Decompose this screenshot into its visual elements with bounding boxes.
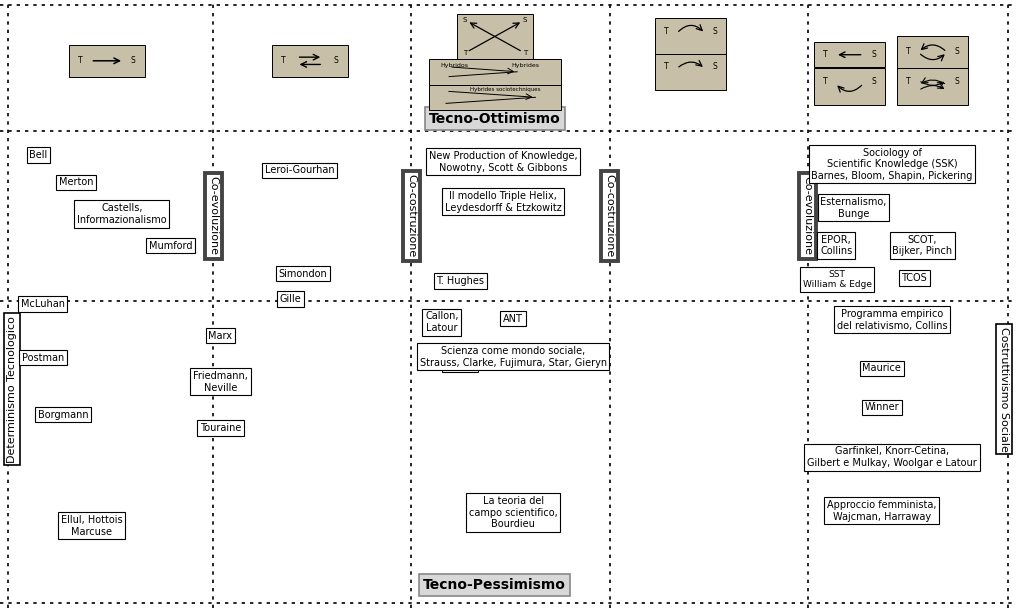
Text: Borgmann: Borgmann <box>38 410 88 420</box>
Text: Tecno-Pessimismo: Tecno-Pessimismo <box>424 578 566 592</box>
Text: Mumford: Mumford <box>149 241 192 250</box>
Text: Scienza come mondo sociale,
Strauss, Clarke, Fujimura, Star, Gieryn: Scienza come mondo sociale, Strauss, Cla… <box>420 346 607 368</box>
FancyBboxPatch shape <box>897 68 968 105</box>
Text: Merton: Merton <box>59 178 93 187</box>
Text: SST
William & Edge: SST William & Edge <box>803 270 872 289</box>
Text: Programma empirico
del relativismo, Collins: Programma empirico del relativismo, Coll… <box>837 309 947 331</box>
Text: S: S <box>955 77 959 86</box>
Text: S: S <box>872 50 876 59</box>
FancyBboxPatch shape <box>272 45 347 77</box>
Text: T: T <box>906 77 910 86</box>
Text: SCOT,
Bijker, Pinch: SCOT, Bijker, Pinch <box>892 235 953 257</box>
FancyBboxPatch shape <box>457 14 532 60</box>
Text: ANT: ANT <box>503 314 523 323</box>
Text: T. Hughes: T. Hughes <box>436 276 485 286</box>
Text: TCOS: TCOS <box>901 273 928 283</box>
Text: Gille: Gille <box>279 294 302 304</box>
Text: T: T <box>823 77 827 86</box>
Text: Leroi-Gourhan: Leroi-Gourhan <box>265 165 334 175</box>
Text: S: S <box>131 57 135 65</box>
Text: Postman: Postman <box>21 353 64 362</box>
Text: Touraine: Touraine <box>200 423 241 433</box>
Text: T: T <box>906 47 910 56</box>
Text: Bell: Bell <box>29 150 48 160</box>
Text: Co-evoluzione: Co-evoluzione <box>208 176 218 255</box>
Text: T: T <box>522 50 527 56</box>
Text: T: T <box>823 50 827 59</box>
Text: S: S <box>872 77 876 86</box>
Text: Il modello Triple Helix,
Leydesdorff & Etzkowitz: Il modello Triple Helix, Leydesdorff & E… <box>445 191 561 213</box>
Text: T: T <box>78 57 82 65</box>
FancyBboxPatch shape <box>429 59 561 85</box>
Text: Akrich: Akrich <box>445 359 475 369</box>
Text: Maurice: Maurice <box>863 364 901 373</box>
Text: T: T <box>664 63 669 71</box>
FancyBboxPatch shape <box>814 68 885 105</box>
FancyBboxPatch shape <box>429 85 561 110</box>
Text: S: S <box>462 17 467 22</box>
Text: Sociology of
Scientific Knowledge (SSK)
Barnes, Bloom, Shapin, Pickering: Sociology of Scientific Knowledge (SSK) … <box>812 148 972 181</box>
Text: Simondon: Simondon <box>278 269 327 278</box>
Text: S: S <box>713 63 717 71</box>
Text: Friedmann,
Neville: Friedmann, Neville <box>193 371 248 393</box>
Text: Co-evoluzione: Co-evoluzione <box>803 176 813 255</box>
Text: New Production of Knowledge,
Nowotny, Scott & Gibbons: New Production of Knowledge, Nowotny, Sc… <box>429 151 577 173</box>
Text: Co-costruzione: Co-costruzione <box>406 174 417 257</box>
Text: Hybridos: Hybridos <box>440 63 468 68</box>
Text: S: S <box>522 17 527 22</box>
Text: Callon,
Latour: Callon, Latour <box>426 311 458 333</box>
Text: Garfinkel, Knorr-Cetina,
Gilbert e Mulkay, Woolgar e Latour: Garfinkel, Knorr-Cetina, Gilbert e Mulka… <box>807 446 977 468</box>
Text: Costruttivismo Sociale: Costruttivismo Sociale <box>999 326 1009 452</box>
Text: Hybrides sociotechniques: Hybrides sociotechniques <box>469 88 541 92</box>
Text: Winner: Winner <box>865 402 899 412</box>
Text: Hybrides: Hybrides <box>511 63 539 68</box>
Text: EPOR,
Collins: EPOR, Collins <box>820 235 852 257</box>
Text: Approccio femminista,
Wajcman, Harraway: Approccio femminista, Wajcman, Harraway <box>827 500 937 522</box>
Text: Co-costruzione: Co-costruzione <box>605 174 615 257</box>
FancyBboxPatch shape <box>897 36 968 73</box>
FancyBboxPatch shape <box>68 45 145 77</box>
Text: McLuhan: McLuhan <box>20 299 65 309</box>
Text: T: T <box>281 57 285 65</box>
Text: Marx: Marx <box>208 331 233 340</box>
FancyBboxPatch shape <box>814 42 885 67</box>
Text: T: T <box>664 27 669 36</box>
Text: T: T <box>462 50 467 56</box>
Text: S: S <box>713 27 717 36</box>
FancyBboxPatch shape <box>655 54 726 90</box>
Text: Esternalismo,
Bunge: Esternalismo, Bunge <box>820 197 887 219</box>
Text: Tecno-Ottimismo: Tecno-Ottimismo <box>429 111 561 126</box>
Text: Determinismo Tecnologico: Determinismo Tecnologico <box>7 316 17 463</box>
FancyBboxPatch shape <box>655 18 726 55</box>
Text: Castells,
Informazionalismo: Castells, Informazionalismo <box>77 203 167 225</box>
Text: S: S <box>334 57 338 65</box>
Text: S: S <box>955 47 959 56</box>
Text: La teoria del
campo scientifico,
Bourdieu: La teoria del campo scientifico, Bourdie… <box>468 496 558 529</box>
Text: Ellul, Hottois
Marcuse: Ellul, Hottois Marcuse <box>61 515 122 537</box>
